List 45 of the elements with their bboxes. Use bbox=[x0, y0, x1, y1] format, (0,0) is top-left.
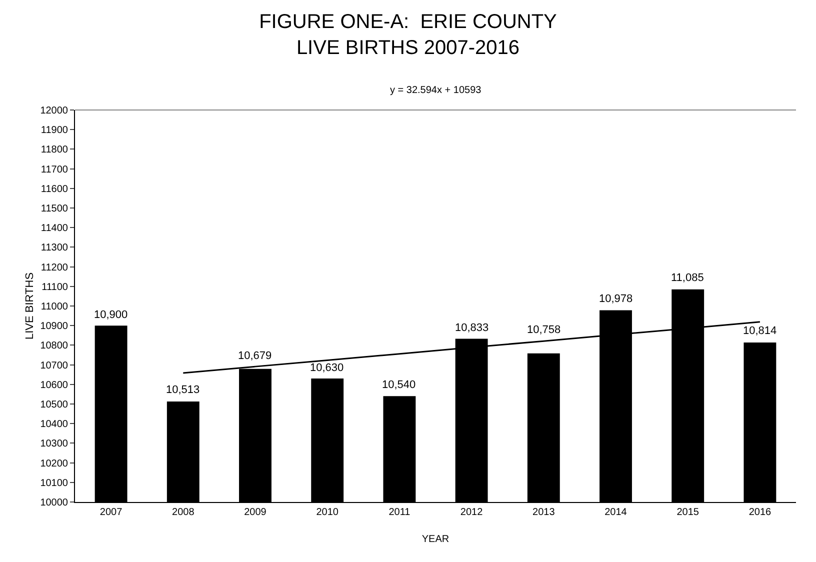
y-tick-label: 11700 bbox=[40, 164, 68, 176]
data-label: 10,833 bbox=[455, 322, 489, 334]
y-tick-label: 10600 bbox=[40, 380, 68, 391]
x-tick-label: 2016 bbox=[748, 507, 772, 518]
y-tick-label: 10200 bbox=[40, 458, 68, 470]
y-tick-label: 10300 bbox=[40, 438, 68, 450]
y-tick-label: 10400 bbox=[40, 419, 68, 430]
y-tick-label: 11300 bbox=[40, 242, 68, 254]
x-tick-label: 2011 bbox=[388, 507, 411, 518]
y-tick-label: 11000 bbox=[40, 302, 68, 312]
data-label: 11,085 bbox=[671, 272, 704, 284]
x-tick-label: 2014 bbox=[604, 507, 628, 518]
y-tick-label: 11600 bbox=[40, 184, 68, 195]
x-tick-label: 2012 bbox=[460, 507, 484, 518]
y-tick-label: 10800 bbox=[40, 340, 68, 352]
data-label: 10,540 bbox=[382, 379, 416, 391]
data-label: 10,679 bbox=[238, 350, 272, 362]
x-tick-label: 2007 bbox=[100, 507, 123, 518]
y-tick-label: 10500 bbox=[40, 400, 68, 410]
y-tick-label: 11400 bbox=[40, 223, 68, 234]
x-axis-title: YEAR bbox=[422, 534, 450, 545]
y-tick-label: 11900 bbox=[40, 125, 68, 136]
data-label: 10,513 bbox=[166, 384, 200, 396]
x-tick-label: 2010 bbox=[316, 507, 339, 518]
x-tick-label: 2013 bbox=[532, 507, 556, 518]
y-tick-label: 10100 bbox=[40, 478, 68, 489]
data-label: 10,814 bbox=[743, 325, 777, 337]
y-tick-label: 11100 bbox=[42, 282, 68, 293]
y-tick-label: 11500 bbox=[40, 204, 68, 214]
y-tick-label: 12000 bbox=[40, 106, 68, 116]
x-tick-label: 2008 bbox=[172, 507, 195, 518]
y-tick-label: 11200 bbox=[40, 262, 68, 274]
y-tick-label: 10000 bbox=[40, 498, 68, 508]
y-axis-title: LIVE BIRTHS bbox=[24, 272, 36, 340]
y-tick-label: 10900 bbox=[40, 321, 68, 332]
data-label: 10,758 bbox=[527, 324, 561, 336]
data-label: 10,630 bbox=[310, 362, 344, 374]
data-label: 10,978 bbox=[599, 293, 633, 305]
chart-subtitle: y = 32.594x + 10593 bbox=[390, 85, 482, 96]
y-tick-label: 10700 bbox=[40, 360, 68, 372]
x-tick-label: 2009 bbox=[244, 507, 267, 518]
chart-title: FIGURE ONE-A: ERIE COUNTY LIVE BIRTHS 2007-2016 bbox=[259, 11, 557, 60]
x-tick-label: 2015 bbox=[676, 507, 700, 518]
y-tick-label: 11800 bbox=[40, 144, 68, 156]
data-label: 10,900 bbox=[94, 309, 128, 321]
